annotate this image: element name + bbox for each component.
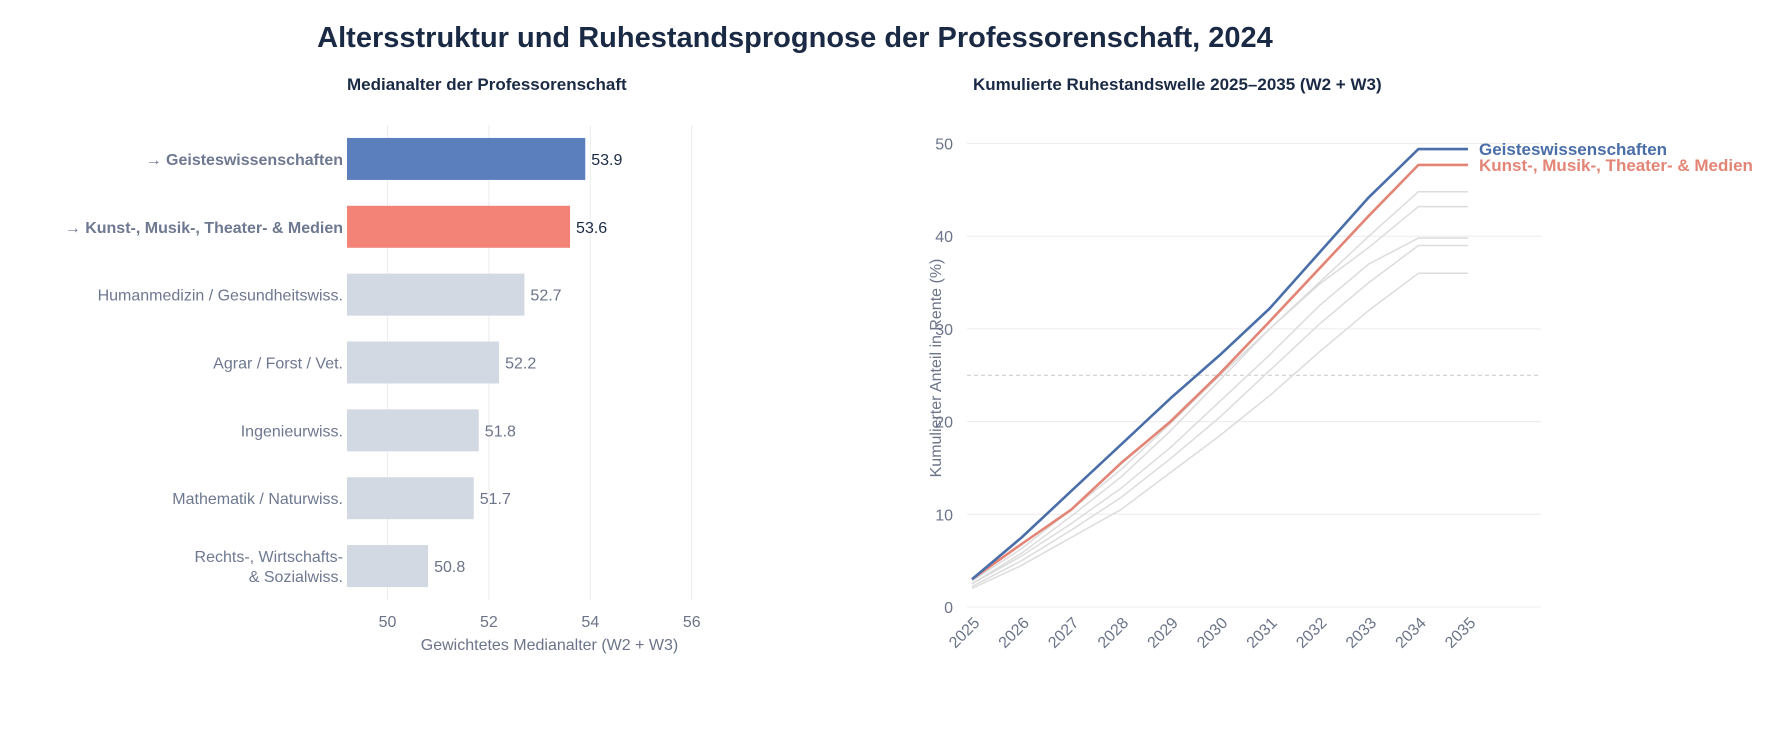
y-tick-label: 10 [935,507,953,524]
x-tick-label: 54 [581,614,599,631]
y-category-label: Rechts-, Wirtschafts-& Sozialwiss. [195,549,343,586]
x-tick-label: 2032 [1293,615,1330,652]
bar-value-label: 53.6 [576,220,607,237]
x-tick-label: 2026 [996,615,1033,652]
bar-value-label: 53.9 [591,152,622,169]
bar [347,341,500,384]
y-category-label: Ingenieurwiss. [241,423,343,440]
y-category-label: → Geisteswissenschaften [146,152,343,169]
bar-value-label: 51.8 [485,423,516,440]
y-tick-label: 40 [935,229,953,246]
x-tick-label: 2025 [946,615,983,652]
bar [347,273,525,316]
y-category-label: Mathematik / Naturwiss. [172,491,343,508]
bar-chart-title: Medianalter der Professorenschaft [347,75,627,94]
bar [347,545,429,588]
series-line-highlight [971,163,1468,581]
y-tick-label: 0 [944,600,953,617]
x-tick-label: 2033 [1343,615,1380,652]
series-line-highlight [971,147,1468,581]
bar [347,137,586,180]
x-tick-label: 2031 [1244,615,1281,652]
x-tick-label: 50 [379,614,397,631]
x-tick-label: 56 [683,614,701,631]
series-line [971,190,1468,582]
figure-title: Altersstruktur und Ruhestandsprognose de… [317,22,1273,54]
x-tick-label: 52 [480,614,498,631]
series-end-label: Geisteswissenschaften [1479,140,1667,159]
bar [347,409,479,452]
series-end-label: Kunst-, Musik-, Theater- & Medien [1479,156,1753,175]
bar [347,205,571,248]
bar-value-label: 51.7 [480,491,511,508]
series-line [971,272,1468,590]
y-axis-title: Kumulierter Anteil in Rente (%) [928,259,945,478]
x-tick-label: 2029 [1145,615,1182,652]
series-line [971,244,1468,588]
x-tick-label: 2027 [1045,615,1082,652]
x-tick-label: 2028 [1095,615,1132,652]
y-tick-label: 30 [935,322,953,339]
x-tick-label: 2035 [1442,615,1479,652]
y-category-label: → Kunst-, Musik-, Theater- & Medien [65,220,343,237]
bar-value-label: 52.7 [530,288,561,305]
series-line [971,205,1468,585]
bar-value-label: 52.2 [505,356,536,373]
series-line [971,237,1468,585]
line-chart-title: Kumulierte Ruhestandswelle 2025–2035 (W2… [973,75,1382,94]
x-tick-label: 2034 [1393,615,1430,652]
y-tick-label: 20 [935,415,953,432]
y-category-label: Humanmedizin / Gesundheitswiss. [98,288,343,305]
y-tick-label: 50 [935,137,953,154]
y-category-label: Agrar / Forst / Vet. [213,356,343,373]
bar-value-label: 50.8 [434,559,465,576]
x-tick-label: 2030 [1194,615,1231,652]
bar-chart: 50 52 54 56 53.9 → Geisteswissenschaften 53.6 →… [65,125,701,654]
bar [347,477,474,520]
x-axis-title: Gewichtetes Medianalter (W2 + W3) [421,637,678,654]
